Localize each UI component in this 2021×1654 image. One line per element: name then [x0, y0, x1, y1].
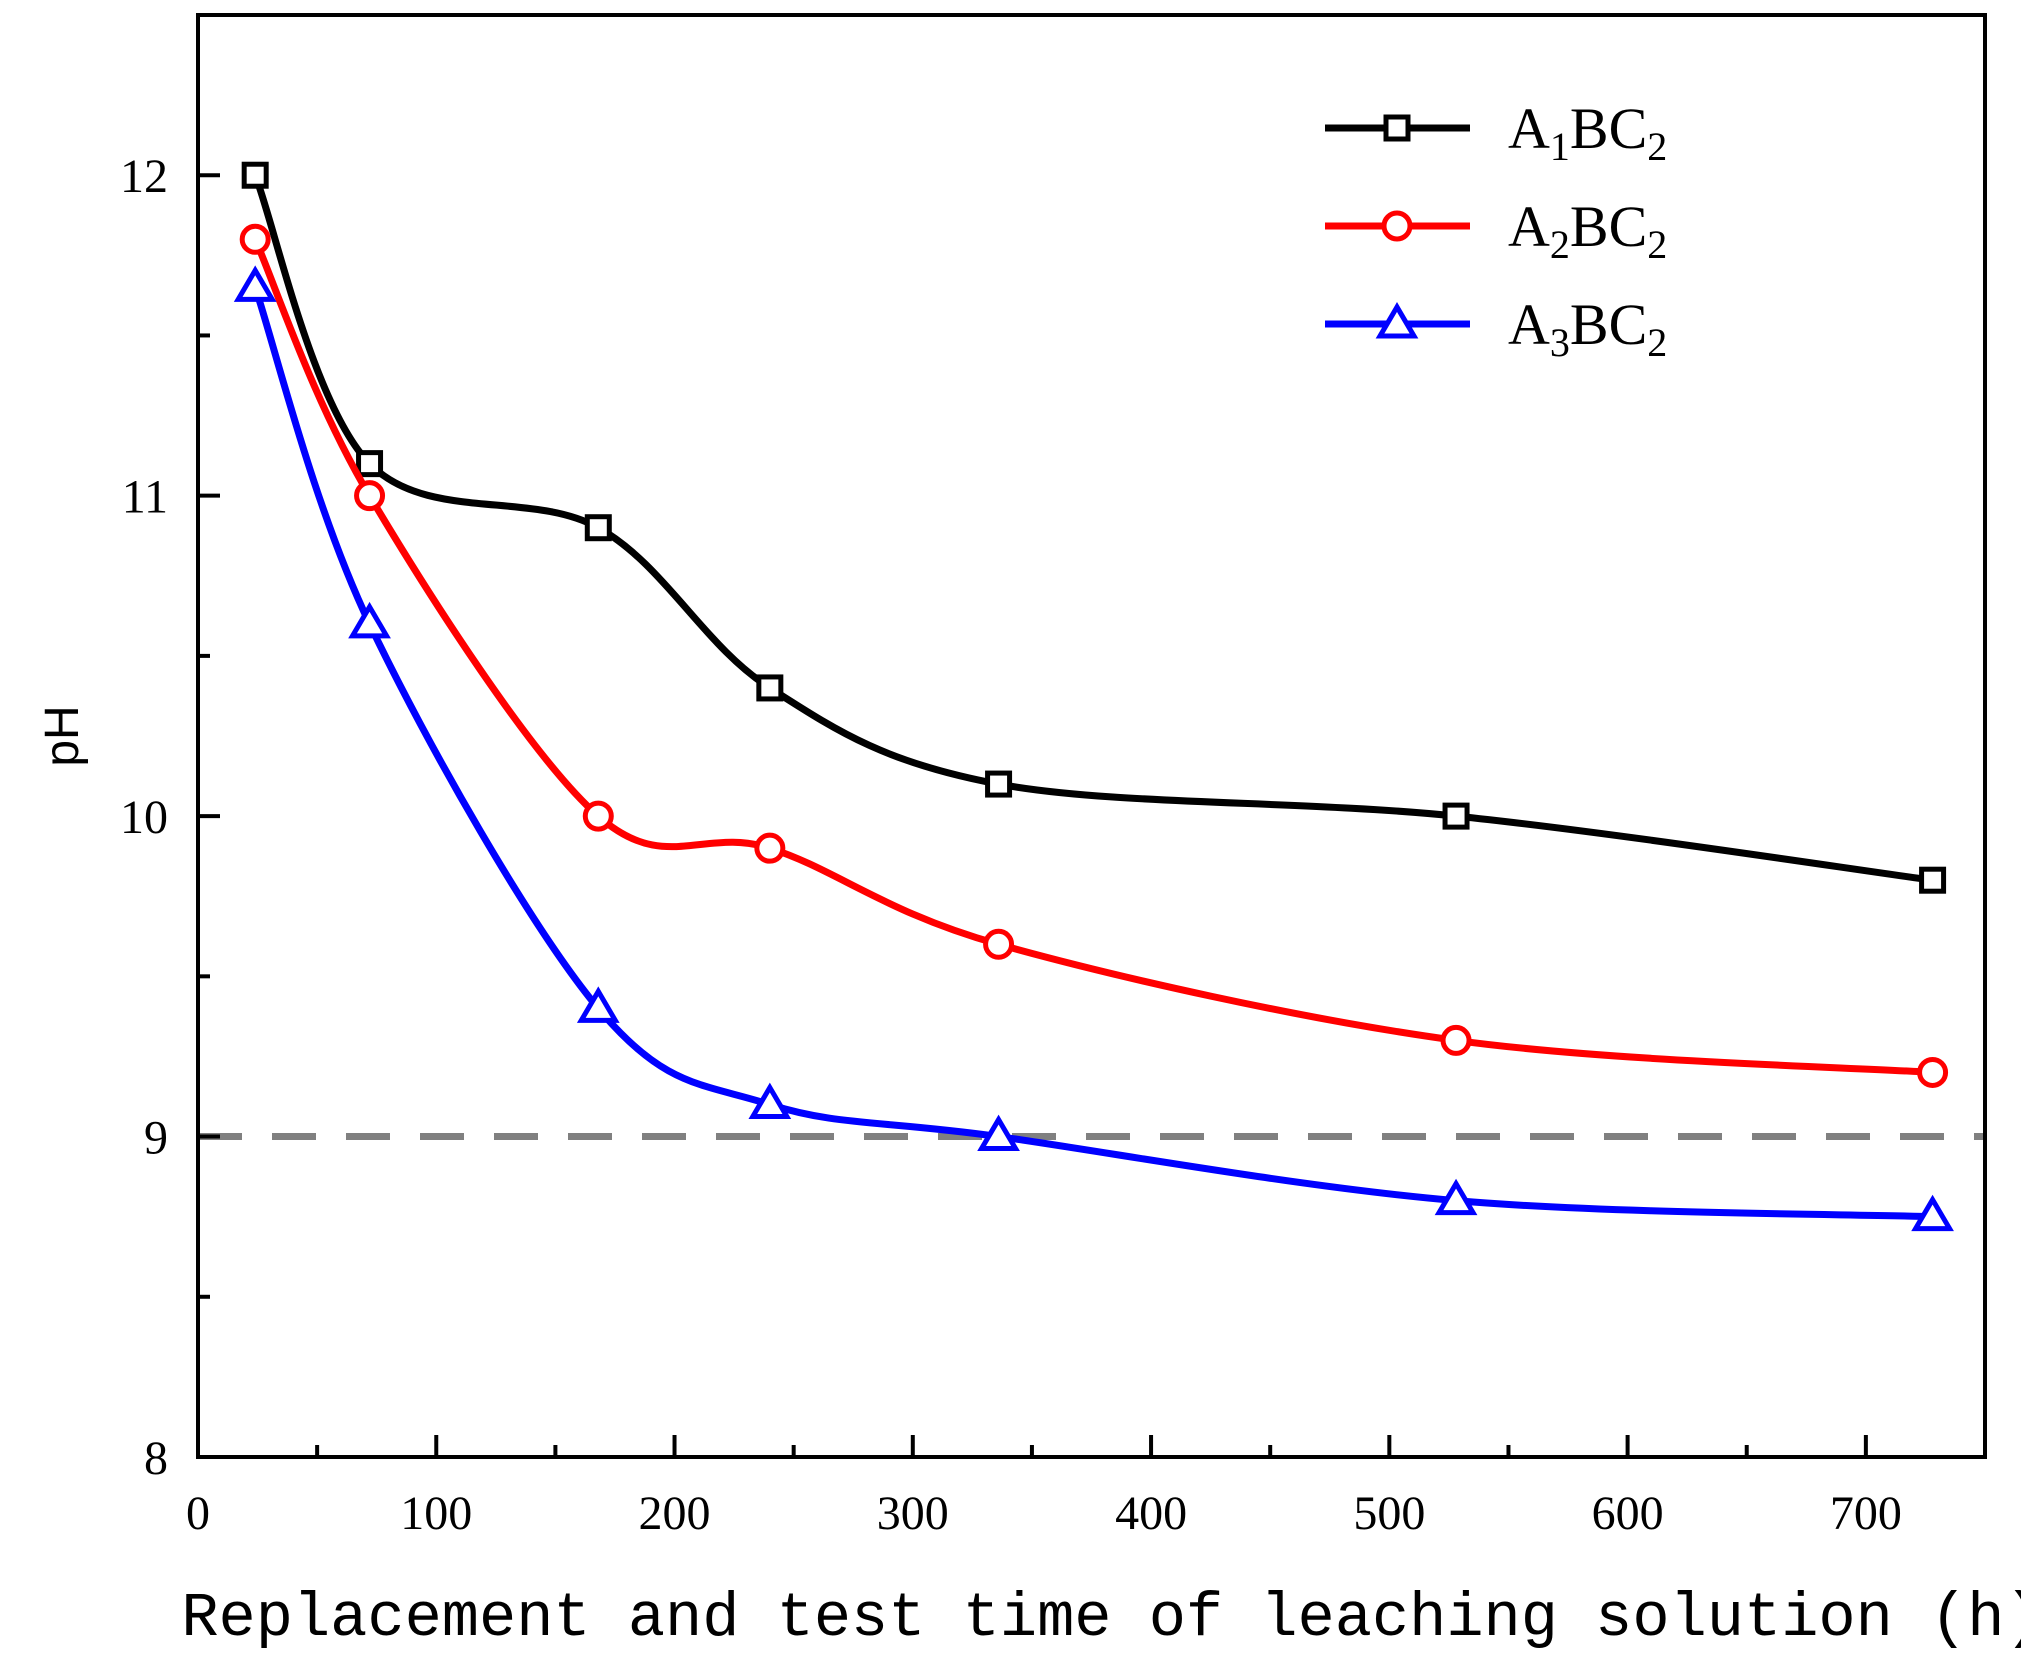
- data-point-A2BC2: [1440, 1024, 1472, 1056]
- y-tick-label: 11: [122, 471, 168, 524]
- legend-subscript: 2: [1647, 222, 1667, 267]
- legend-subscript: 2: [1647, 320, 1667, 365]
- x-tick-label: 700: [1830, 1487, 1902, 1540]
- y-tick-label: 12: [120, 150, 168, 203]
- legend-text-part: A: [1508, 194, 1550, 259]
- series-A1BC2: [241, 161, 1947, 894]
- x-tick-label: 0: [186, 1487, 210, 1540]
- legend-marker: [1381, 210, 1413, 242]
- legend-item-A2BC2: A2BC2: [1325, 194, 1667, 267]
- data-point-A2BC2: [754, 832, 786, 864]
- legend-subscript: 3: [1550, 320, 1570, 365]
- data-point-A1BC2: [356, 450, 384, 478]
- x-tick-label: 100: [400, 1487, 472, 1540]
- data-point-A3BC2: [748, 1082, 792, 1120]
- data-point-A2BC2: [582, 800, 614, 832]
- legend-text-part: A: [1508, 96, 1550, 161]
- data-point-A1BC2: [1919, 866, 1947, 894]
- series-A3BC2: [233, 265, 1954, 1232]
- data-point-A2BC2: [1917, 1056, 1949, 1088]
- data-point-A3BC2: [1434, 1178, 1478, 1216]
- data-point-A2BC2: [239, 223, 271, 255]
- legend-subscript: 1: [1550, 124, 1570, 169]
- data-point-A3BC2: [233, 265, 277, 302]
- data-point-A1BC2: [584, 514, 612, 542]
- plot-frame: [196, 13, 1987, 1459]
- x-tick-label: 600: [1592, 1487, 1664, 1540]
- y-tick-label: 8: [144, 1432, 168, 1485]
- data-point-A3BC2: [576, 986, 620, 1023]
- data-point-A1BC2: [985, 770, 1013, 798]
- x-axis-title: Replacement and test time of leaching so…: [181, 1583, 2021, 1654]
- legend-item-A1BC2: A1BC2: [1325, 96, 1667, 169]
- series-line-A1BC2: [251, 173, 1934, 884]
- legend-text-part: BC: [1570, 292, 1647, 357]
- data-point-A1BC2: [756, 674, 784, 702]
- series-layer: [233, 161, 1954, 1232]
- data-point-A3BC2: [977, 1114, 1020, 1152]
- data-point-A1BC2: [241, 161, 269, 189]
- data-point-A1BC2: [1442, 802, 1470, 830]
- data-point-A2BC2: [354, 480, 386, 512]
- legend-marker: [1383, 114, 1411, 142]
- series-line-A2BC2: [251, 237, 1933, 1076]
- legend-label: A2BC2: [1508, 194, 1667, 267]
- data-point-A2BC2: [983, 928, 1015, 960]
- legend-text-part: A: [1508, 292, 1550, 357]
- series-A2BC2: [239, 223, 1949, 1088]
- legend-marker: [1375, 302, 1419, 339]
- legend-text-part: BC: [1570, 194, 1647, 259]
- x-tick-label: 500: [1353, 1487, 1425, 1540]
- legend-label: A3BC2: [1508, 292, 1667, 365]
- data-point-A3BC2: [1911, 1194, 1954, 1232]
- legend-subscript: 2: [1550, 222, 1570, 267]
- y-tick-label: 9: [144, 1112, 168, 1165]
- legend-text-part: BC: [1570, 96, 1647, 161]
- x-tick-label: 300: [877, 1487, 949, 1540]
- series-line-A3BC2: [251, 286, 1933, 1221]
- y-axis-title: pH: [36, 705, 89, 766]
- legend-item-A3BC2: A3BC2: [1325, 292, 1667, 365]
- x-tick-label: 400: [1115, 1487, 1187, 1540]
- y-tick-label: 10: [120, 791, 168, 844]
- x-tick-label: 200: [639, 1487, 711, 1540]
- legend-subscript: 2: [1647, 124, 1667, 169]
- legend-label: A1BC2: [1508, 96, 1667, 169]
- data-point-A3BC2: [348, 601, 391, 639]
